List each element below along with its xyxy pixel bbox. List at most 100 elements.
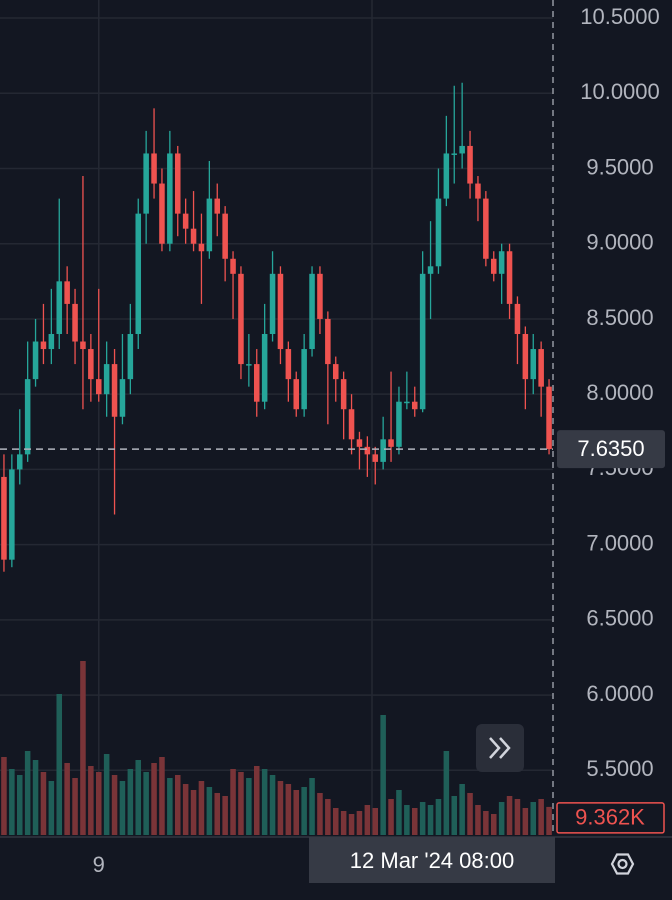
volume-bar [230,769,236,835]
candle-body [340,379,347,410]
y-tick-label: 7.0000 [586,530,653,555]
time-axis: 9 [93,852,105,877]
candle-body [522,334,529,380]
volume-bar [88,766,94,835]
candle-body [48,334,55,350]
y-tick-label: 9.0000 [586,230,653,255]
candle-body [419,273,426,410]
volume-bar [80,661,86,835]
volume-bar [443,751,450,835]
settings-button[interactable] [610,853,635,875]
volume-bar [214,793,221,835]
y-tick-label: 10.5000 [580,4,660,29]
volume-bar [174,775,181,835]
volume-bar [396,790,402,835]
volume-bar [506,796,513,835]
candle-body [230,258,236,274]
candle-body [404,401,410,404]
volume-bar [475,805,481,835]
volume-bar [198,781,205,835]
volume-bar [182,784,189,835]
candle-body [238,273,244,365]
volume-bar [190,790,197,835]
candle-body [135,213,142,334]
candle-body [411,401,418,410]
volume-bar [419,802,426,835]
volume-bar [16,775,23,835]
volume-bar [404,805,410,835]
volume-bar [9,769,15,835]
volume-bar [222,796,228,835]
volume-bar [530,802,537,835]
volume-bar [111,775,118,835]
volume-bar [1,757,7,835]
volume-bar [356,811,363,835]
candle-body [475,183,481,199]
volume-bar [159,757,165,835]
candle-body [396,401,402,447]
candle-body [246,364,252,366]
candle-body [506,251,513,304]
crosshair-label-box [309,837,555,883]
volume-bar [490,814,497,835]
candle-body [546,386,552,450]
candle-body [16,454,23,470]
volume-bar [119,781,126,835]
candle-body [380,439,386,462]
volume-bar [24,751,31,835]
scroll-button[interactable] [476,724,524,772]
candle-body [24,379,31,455]
candle-body [514,303,521,334]
candle-body [435,198,442,267]
candle-body [309,273,315,350]
volume-bar [317,793,323,835]
y-tick-label: 5.5000 [586,756,653,781]
candle-body [40,341,47,350]
candle-body [214,198,221,214]
volume-bar [261,769,268,835]
candle-body [372,454,379,462]
volume-bar [435,799,442,835]
settings-circle [617,858,628,870]
volume-bar [48,781,55,835]
volume-bar [332,808,339,835]
volume-pane [1,661,552,835]
volume-bar [522,808,529,835]
candle-body [127,334,134,380]
candle-body [538,349,544,387]
candle-body [80,341,86,350]
scroll-icon [489,737,511,759]
volume-bar [309,778,315,835]
candle-body [325,318,331,365]
last-volume-box [556,802,665,834]
candle-body [190,228,197,244]
candle-body [483,198,489,259]
candle-body [293,379,300,410]
y-tick-label: 6.0000 [586,681,653,706]
candle-body [119,379,126,417]
volume-bar [253,766,260,835]
volume-bar [372,808,379,835]
candle-body [253,364,260,402]
candle-body [174,153,181,214]
candle-body [1,476,7,560]
candle-body [498,251,505,274]
candle-body [64,281,70,304]
candle-body [32,341,39,380]
volume-bar [151,763,157,835]
volume-bar [293,790,300,835]
volume-bar [269,775,276,835]
candle-body [443,153,450,199]
volume-bar [483,811,489,835]
volume-bar [348,814,355,835]
candle-body [151,153,157,184]
volume-bar [238,772,244,835]
candle-body [285,349,292,380]
candle-body [9,469,15,560]
candle-body [206,198,213,252]
volume-bar [56,694,63,835]
candle-body [364,446,371,455]
volume-bar [301,787,307,835]
volume-bar [498,802,505,835]
